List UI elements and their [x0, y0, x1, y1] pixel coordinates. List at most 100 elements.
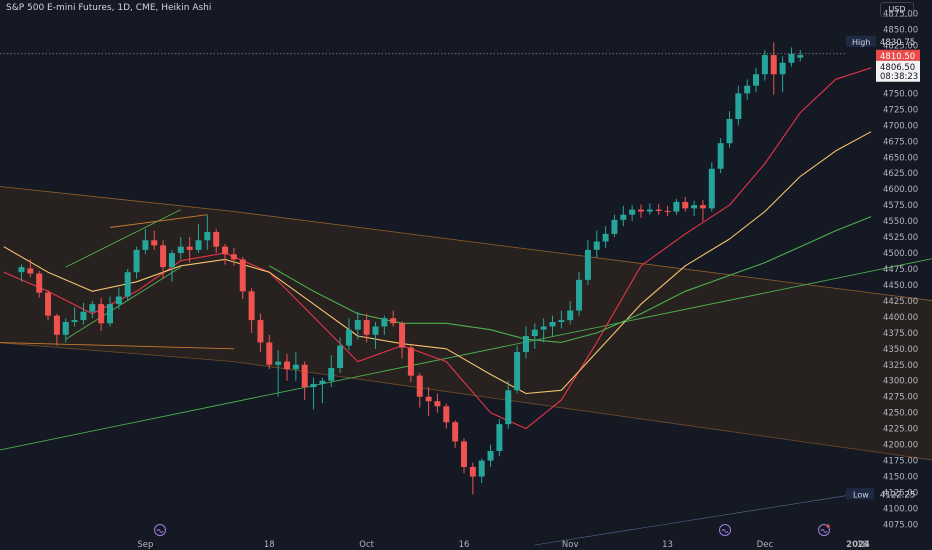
candle-body — [230, 254, 237, 260]
y-tick-label: 4525.00 — [883, 233, 918, 243]
candle-body — [266, 342, 273, 365]
candle — [292, 352, 299, 381]
candle-body — [522, 336, 529, 353]
y-tick-label: 4650.00 — [883, 153, 918, 163]
candle — [487, 444, 494, 467]
candle — [142, 228, 149, 255]
candle — [673, 198, 680, 215]
y-tick-label: 4625.00 — [883, 169, 918, 179]
indicator-lines — [0, 67, 932, 451]
moving-average-1 — [3, 131, 872, 395]
candle — [531, 323, 538, 349]
candle — [425, 387, 432, 416]
candle — [735, 85, 742, 126]
candle-body — [195, 240, 202, 250]
time-axis[interactable]: 14Sep18Oct16Nov13Dec182024 — [0, 540, 870, 550]
candle — [390, 310, 397, 327]
channel-line-0 — [0, 342, 234, 350]
candle-body — [753, 74, 760, 86]
chart-title: S&P 500 E-mini Futures, 1D, CME, Heikin … — [6, 3, 212, 13]
y-tick-label: 4075.00 — [883, 520, 918, 530]
candle-body — [478, 460, 485, 477]
candle — [230, 247, 237, 266]
candle — [27, 259, 34, 278]
candle — [691, 200, 698, 216]
candle — [744, 79, 751, 100]
candle — [646, 203, 653, 215]
event-marker-icon[interactable] — [719, 524, 731, 536]
candle-body — [638, 209, 644, 212]
candle-body — [407, 347, 414, 376]
channel-fill — [0, 186, 932, 460]
y-tick-label: 4725.00 — [883, 105, 918, 115]
candle-body — [779, 62, 786, 75]
candle — [195, 224, 202, 254]
channel-line-1 — [109, 214, 208, 228]
event-marker-ring — [154, 524, 166, 536]
candle-body — [239, 259, 246, 292]
candle — [80, 302, 87, 325]
candle-body — [222, 246, 229, 255]
event-marker-glyph — [156, 529, 164, 533]
candle — [629, 205, 636, 222]
candle-body — [416, 375, 423, 397]
candle-body — [372, 326, 379, 335]
candle-body — [98, 304, 105, 324]
y-tick-label: 4600.00 — [883, 185, 918, 195]
high-label-bg — [846, 35, 876, 47]
currency-selector[interactable]: USD — [880, 2, 914, 17]
candle-body — [593, 241, 600, 250]
event-marker-ring — [719, 524, 731, 536]
y-tick-label: 4700.00 — [883, 121, 918, 131]
candle — [567, 300, 574, 325]
candle-body — [319, 380, 326, 384]
event-markers[interactable] — [154, 524, 830, 536]
candle-body — [36, 273, 43, 293]
x-tick-label: Oct — [359, 540, 374, 550]
candle-body — [514, 352, 521, 391]
y-tick-label: 4100.00 — [883, 504, 918, 514]
event-marker-icon[interactable] — [154, 524, 166, 536]
y-tick-label: 4175.00 — [883, 457, 918, 467]
candle — [505, 380, 512, 429]
candle — [558, 310, 565, 329]
y-tick-label: 4450.00 — [883, 281, 918, 291]
price-badges: High 4830.75 4810.50 4806.50 08:38:23 Lo… — [0, 35, 920, 546]
candle — [779, 56, 786, 93]
candle — [770, 42, 777, 95]
candle-body — [363, 320, 370, 335]
low-value: 4122.25 — [880, 490, 915, 500]
candle — [496, 419, 503, 457]
candle-body — [399, 323, 406, 348]
candle — [708, 162, 715, 212]
candle — [257, 313, 264, 353]
candle-body — [168, 253, 175, 268]
candle-body — [160, 245, 167, 268]
y-tick-label: 4825.00 — [883, 42, 918, 52]
candle-body — [151, 240, 158, 246]
candle-body — [496, 424, 503, 451]
candle — [133, 246, 140, 279]
y-tick-label: 4500.00 — [883, 249, 918, 259]
candle-body — [275, 361, 282, 365]
candle-body — [186, 246, 193, 250]
candle-body — [620, 214, 627, 220]
candle-body — [691, 205, 698, 209]
candle-body — [629, 209, 636, 215]
event-marker-icon[interactable] — [818, 524, 830, 536]
y-tick-label: 4125.00 — [883, 488, 918, 498]
candle — [301, 361, 308, 400]
price-axis[interactable]: 4875.004850.004825.004800.004775.004750.… — [883, 10, 918, 531]
y-tick-label: 4375.00 — [883, 329, 918, 339]
bar-countdown: 08:38:23 — [880, 72, 918, 82]
candle — [797, 49, 804, 62]
y-tick-label: 4425.00 — [883, 297, 918, 307]
high-label: High — [852, 38, 870, 47]
y-tick-label: 4225.00 — [883, 425, 918, 435]
candle — [160, 240, 167, 279]
candle — [53, 313, 60, 346]
x-tick-label: Sep — [137, 540, 153, 550]
x-tick-label: Dec — [757, 540, 774, 550]
candle-body — [461, 441, 467, 467]
